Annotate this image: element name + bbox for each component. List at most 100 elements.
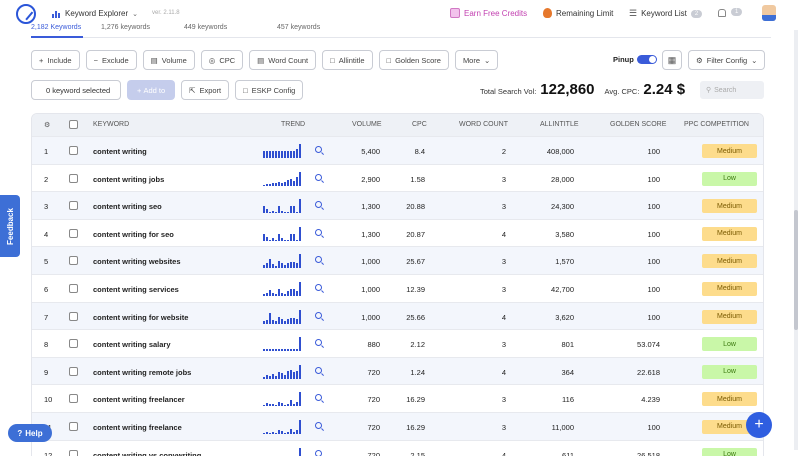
col-allintitle[interactable]: ALLINTITLE [540, 121, 579, 128]
table-row[interactable]: 7 content writing for website 1,000 25.66 4 3… [32, 301, 763, 330]
col-trend: TREND [281, 121, 306, 128]
word-count-cell: 4 [501, 312, 506, 322]
col-word-count[interactable]: WORD COUNT [459, 121, 508, 128]
search-icon[interactable] [315, 421, 322, 429]
table-row[interactable]: 11content writing freelance72016.29311,0… [32, 411, 763, 440]
add-to-button[interactable]: + Add to [127, 80, 176, 100]
col-golden-score[interactable]: GOLDEN SCORE [610, 121, 667, 128]
more-filters-button[interactable]: More ⌄ [454, 50, 499, 70]
table-row[interactable]: 6 content writing services 1,000 12.39 3 42,7… [32, 273, 763, 302]
row-number: 7 [44, 312, 49, 322]
earn-credits-link[interactable]: Earn Free Credits [450, 8, 527, 18]
add-fab-button[interactable]: + [746, 412, 772, 438]
row-number: 4 [44, 229, 49, 239]
row-checkbox[interactable] [69, 449, 78, 456]
table-row[interactable]: 9 content writing remote jobs 720 1.24 4 364 2… [32, 356, 763, 385]
search-icon[interactable] [315, 146, 322, 153]
search-icon[interactable] [315, 449, 322, 456]
search-icon[interactable] [315, 256, 322, 264]
trend-bar [287, 151, 289, 158]
col-volume[interactable]: VOLUME [352, 121, 382, 128]
search-icon[interactable] [315, 311, 322, 319]
select-all-checkbox[interactable] [69, 120, 78, 129]
table-row[interactable]: 1 content writing 5,400 8.4 2 408,000 100 Mediu… [32, 136, 763, 164]
trend-bar [290, 349, 292, 352]
tab-keywords-2[interactable]: 1,276 keywords [101, 24, 151, 31]
more-label: More [462, 55, 481, 65]
search-input[interactable]: ⚲ Search [700, 81, 764, 99]
golden-score-cell: 53.074 [637, 340, 660, 350]
golden-score-cell: 4.239 [641, 395, 660, 405]
filter-config-button[interactable]: ⚙ Filter Config ⌄ [688, 50, 766, 70]
table-row[interactable]: 4 content writing for seo 1,300 20.87 4 3,580… [32, 218, 763, 247]
col-cpc[interactable]: CPC [412, 121, 427, 128]
volume-cell: 720 [367, 395, 380, 405]
calendar-button[interactable]: ▦ [662, 50, 682, 70]
settings-icon[interactable]: ⚙ [44, 122, 51, 129]
row-number: 8 [44, 340, 49, 350]
export-button[interactable]: ⇱ Export [181, 80, 230, 100]
table-row[interactable]: 8 content writing salary 880 2.12 3 801 53.074… [32, 329, 763, 357]
search-icon[interactable] [315, 201, 322, 209]
volume-filter-button[interactable]: ▤ Volume [142, 50, 195, 70]
trend-bar [299, 226, 301, 241]
exclude-filter-button[interactable]: − Exclude [85, 50, 137, 70]
search-icon[interactable] [315, 339, 322, 347]
app-switcher[interactable]: Keyword Explorer ⌄ [52, 9, 138, 18]
search-icon[interactable] [315, 283, 322, 291]
tab-all-keywords[interactable]: 2,182 Keywords [31, 24, 82, 31]
search-icon[interactable] [315, 228, 322, 236]
row-checkbox[interactable] [69, 146, 78, 155]
trend-bar [263, 184, 265, 186]
row-checkbox[interactable] [69, 201, 78, 211]
eskp-config-button[interactable]: □ ESKP Config [235, 80, 304, 100]
allintitle-filter-button[interactable]: □ Allintitle [322, 50, 373, 70]
trend-bar [266, 183, 268, 186]
row-checkbox[interactable] [69, 228, 78, 238]
bell-icon[interactable] [718, 9, 726, 17]
feedback-button[interactable]: Feedback [0, 195, 20, 257]
row-checkbox[interactable] [69, 283, 78, 293]
help-button[interactable]: ? Help [8, 424, 52, 442]
include-filter-button[interactable]: + Include [31, 50, 80, 70]
col-keyword[interactable]: KEYWORD [93, 121, 130, 128]
row-checkbox[interactable] [69, 311, 78, 321]
trend-bar [284, 405, 286, 407]
row-checkbox[interactable] [69, 394, 78, 404]
table-row[interactable]: 10 content writing freelancer 720 16.29 3 116… [32, 384, 763, 412]
keyword-list-count: 2 [690, 9, 703, 18]
search-icon[interactable] [315, 394, 322, 402]
avatar[interactable] [762, 5, 776, 21]
col-ppc-competition[interactable]: PPC COMPETITION [684, 121, 749, 128]
row-checkbox[interactable] [69, 173, 78, 183]
row-checkbox[interactable] [69, 421, 78, 431]
search-icon[interactable] [315, 366, 322, 374]
tab-keywords-4[interactable]: 457 keywords [277, 24, 321, 31]
word-count-filter-button[interactable]: ▤ Word Count [249, 50, 317, 70]
trend-bar [278, 316, 280, 324]
table-row[interactable]: 2 content writing jobs 2,900 1.58 3 28,000 100… [32, 163, 763, 192]
trend-bar [293, 317, 295, 324]
table-row[interactable]: 5 content writing websites 1,000 25.67 3 1,57… [32, 246, 763, 274]
trend-bar [284, 212, 286, 214]
trend-bar [278, 429, 280, 434]
cpc-filter-button[interactable]: ◎ CPC [200, 50, 244, 70]
row-checkbox[interactable] [69, 256, 78, 266]
golden-score-filter-button[interactable]: □ Golden Score [378, 50, 449, 70]
trend-bar [263, 233, 265, 241]
app-logo-icon[interactable] [16, 4, 36, 24]
row-checkbox[interactable] [69, 339, 78, 349]
list-icon: ☰ [629, 8, 638, 18]
table-row[interactable]: 3 content writing seo 1,300 20.88 3 24,300 100… [32, 191, 763, 219]
trend-sparkline [263, 392, 307, 407]
tab-keywords-3[interactable]: 449 keywords [184, 24, 228, 31]
ppc-competition-badge: Medium [702, 281, 757, 296]
table-row[interactable]: 12 content writing vs copywriting 720 2.15 4… [32, 439, 763, 456]
cpc-cell: 16.29 [406, 422, 425, 432]
remaining-limit-link[interactable]: Remaining Limit [543, 8, 613, 18]
keyword-list-link[interactable]: ☰ Keyword List 2 [629, 8, 703, 19]
scrollbar-thumb[interactable] [794, 210, 798, 330]
pinup-toggle[interactable] [637, 55, 657, 64]
row-checkbox[interactable] [69, 366, 78, 376]
search-icon[interactable] [315, 173, 322, 181]
